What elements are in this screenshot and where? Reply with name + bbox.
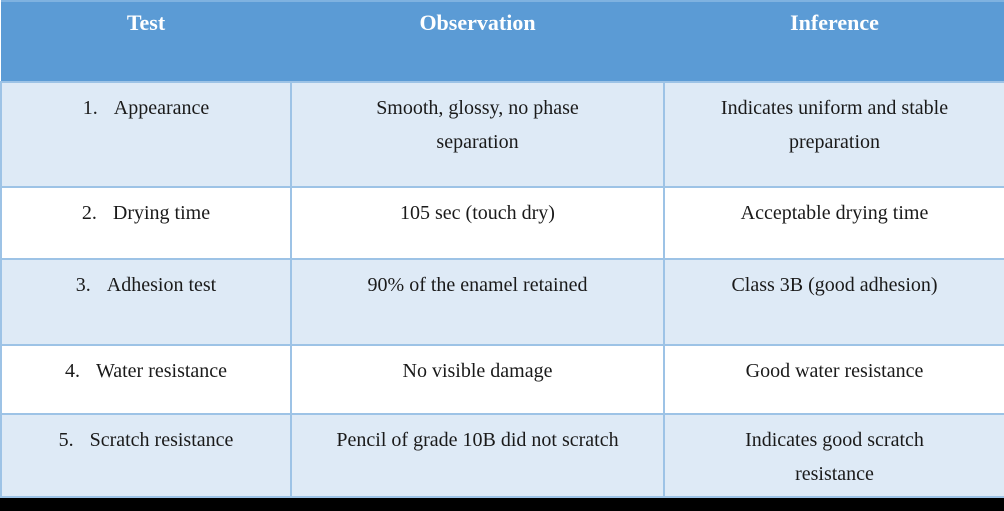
header-cell-test: Test: [1, 0, 291, 82]
cell-r5-observation: Pencil of grade 10B did not scratch: [290, 413, 665, 498]
header-cell-inference: Inference: [664, 0, 1004, 82]
cell-r3-inference: Class 3B (good adhesion): [663, 258, 1004, 346]
cell-r2-inference: Acceptable drying time: [663, 186, 1004, 260]
table-row: 5. Scratch resistance Pencil of grade 10B…: [0, 413, 1004, 498]
bottom-black-bar: [0, 498, 1004, 511]
table-row: 1. Appearance Smooth, glossy, no phase se…: [0, 81, 1004, 188]
table-row: 4. Water resistance No visible damage Goo…: [0, 344, 1004, 415]
cell-r3-observation: 90% of the enamel retained: [290, 258, 665, 346]
test-label: Scratch resistance: [89, 429, 234, 451]
table-header-row: Test Observation Inference: [1, 0, 1004, 82]
row-number: 2.: [81, 202, 97, 224]
table-row: 2. Drying time 105 sec (touch dry) Accept…: [0, 186, 1004, 260]
cell-r1-observation: Smooth, glossy, no phase separation: [290, 81, 665, 188]
table-row: 3. Adhesion test 90% of the enamel retain…: [0, 258, 1004, 346]
results-table: Test Observation Inference 1. Appearance …: [0, 0, 1004, 498]
cell-r4-test: 4. Water resistance: [0, 344, 292, 415]
row-number: 3.: [75, 274, 91, 296]
row-number: 1.: [82, 97, 98, 119]
row-number: 5.: [58, 429, 74, 451]
cell-r4-inference: Good water resistance: [663, 344, 1004, 415]
cell-r5-test: 5. Scratch resistance: [0, 413, 292, 498]
header-cell-observation: Observation: [291, 0, 664, 82]
cell-r1-inference: Indicates uniform and stable preparation: [663, 81, 1004, 188]
test-label: Water resistance: [95, 360, 228, 382]
cell-r4-observation: No visible damage: [290, 344, 665, 415]
row-number: 4.: [64, 360, 80, 382]
cell-r2-observation: 105 sec (touch dry): [290, 186, 665, 260]
cell-r2-test: 2. Drying time: [0, 186, 292, 260]
cell-r5-inference: Indicates good scratch resistance: [663, 413, 1004, 498]
test-label: Adhesion test: [106, 274, 217, 296]
cell-r1-test: 1. Appearance: [0, 81, 292, 188]
test-label: Appearance: [113, 97, 210, 119]
cell-r3-test: 3. Adhesion test: [0, 258, 292, 346]
test-label: Drying time: [112, 202, 211, 224]
